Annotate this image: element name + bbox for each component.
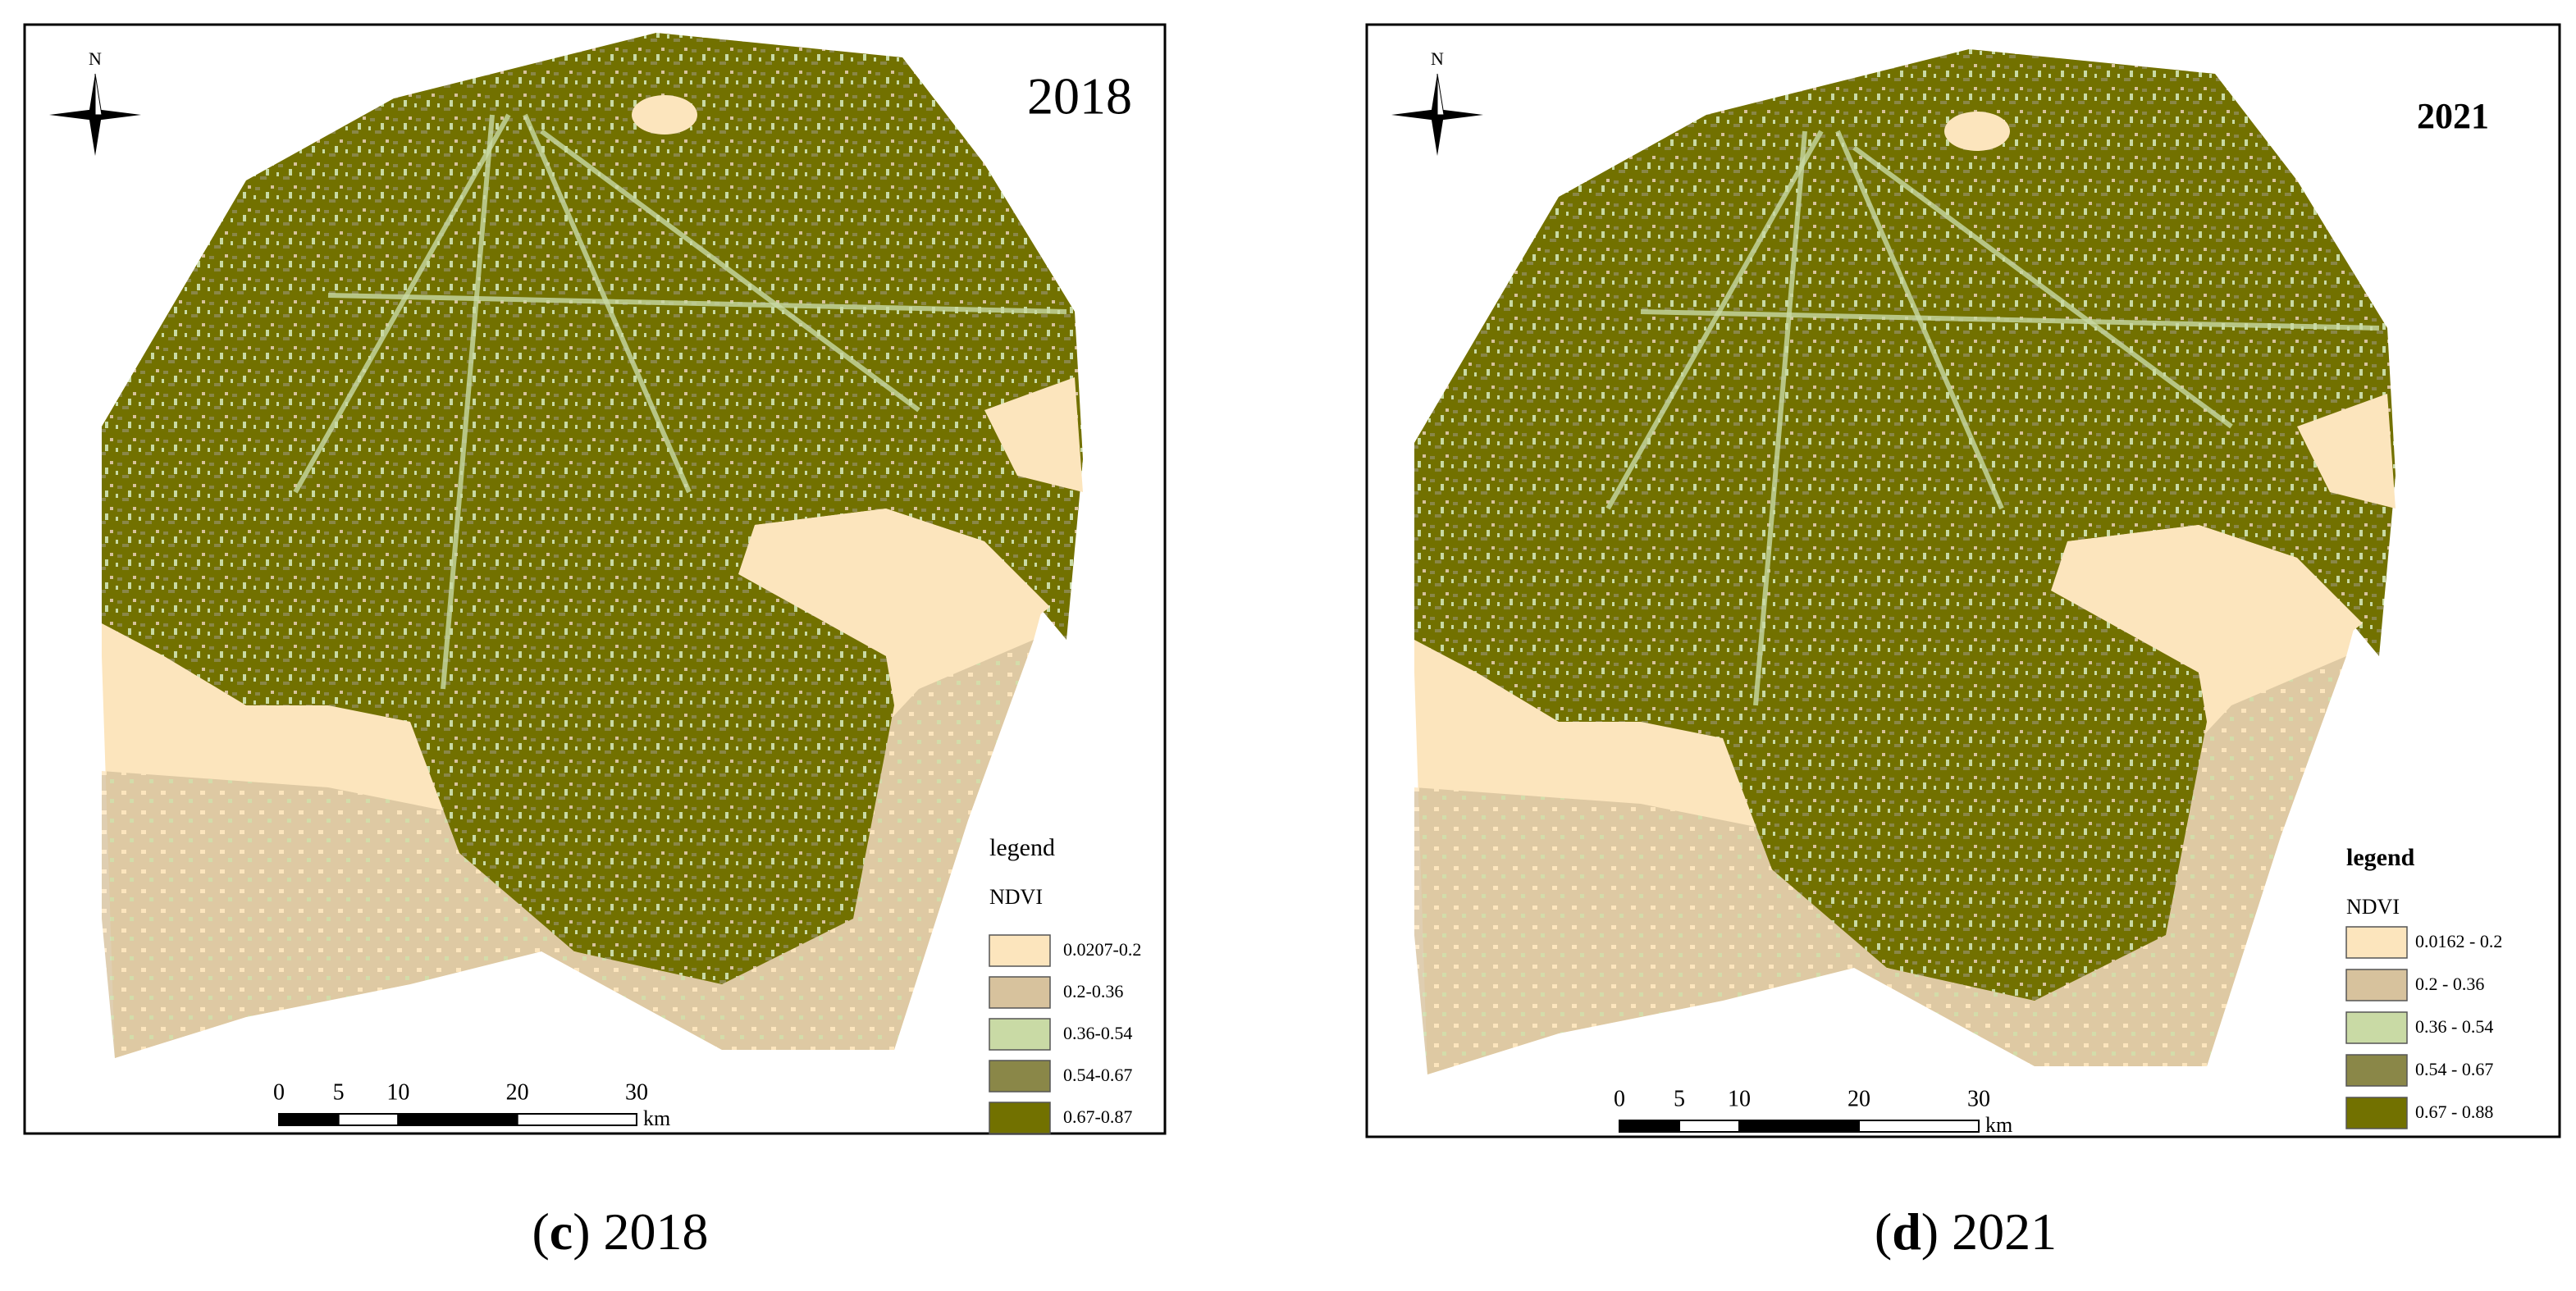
legend-title: legend [989, 834, 1055, 861]
scale-tick-label: 0 [273, 1079, 285, 1105]
legend-label: 0.0207-0.2 [1063, 939, 1141, 960]
bare-soil-area [102, 640, 1034, 1058]
legend-swatch [989, 1018, 1051, 1051]
river [293, 113, 511, 494]
legend-label: 0.54 - 0.67 [2415, 1059, 2493, 1079]
legend-label: 0.0162 - 0.2 [2415, 931, 2502, 951]
scale-tick-label: 5 [333, 1079, 345, 1105]
legend-swatch [2345, 926, 2408, 959]
map [1414, 49, 2396, 1074]
vegetation-area [102, 33, 1083, 984]
scale-segment [1619, 1120, 1680, 1133]
scale-segment [278, 1113, 340, 1126]
scale-tick-label: 5 [1674, 1086, 1685, 1111]
legend-label: 0.36-0.54 [1063, 1023, 1132, 1043]
scale-tick-label: 0 [1614, 1086, 1625, 1111]
caption: (c) 2018 [532, 1202, 708, 1261]
river [540, 129, 920, 413]
legend-swatch [2345, 1097, 2408, 1129]
scale-tick-label: 10 [386, 1079, 409, 1105]
scale-segment [1738, 1120, 1860, 1133]
river [327, 293, 1067, 314]
scale-unit: km [643, 1106, 670, 1130]
scale-tick-label: 20 [1848, 1086, 1870, 1111]
scale-unit: km [1985, 1113, 2012, 1137]
legend-subtitle: NDVI [989, 885, 1043, 909]
river [1852, 145, 2233, 429]
legend-label: 0.2 - 0.36 [2415, 974, 2484, 994]
panel: N 2018 legend NDVI 0.0207-0.2 0.2-0.36 0.36-0.… [23, 23, 1167, 1261]
scale-tick-label: 20 [506, 1079, 529, 1105]
caption-part: c [550, 1202, 573, 1261]
map-title: 2018 [1027, 67, 1132, 125]
legend-swatch [989, 934, 1051, 967]
caption-part: ( [532, 1202, 549, 1261]
vegetation-area [1414, 49, 2396, 1001]
pond [1944, 112, 2010, 151]
legend-label: 0.36 - 0.54 [2415, 1016, 2493, 1037]
caption-part: ( [1875, 1202, 1892, 1261]
scale-segment [397, 1113, 518, 1126]
scale-tick-label: 30 [1967, 1086, 1990, 1111]
map-title: 2021 [2417, 96, 2489, 136]
panel: N 2021 legend NDVI 0.0162 - 0.2 0.2 - 0.36 0.3… [1365, 23, 2561, 1261]
caption-part: ) 2021 [1921, 1202, 2057, 1261]
scale-segment [337, 1113, 400, 1126]
scale-tick-label: 30 [625, 1079, 648, 1105]
caption-part: d [1892, 1202, 1921, 1261]
legend-swatch [2345, 1011, 2408, 1044]
legend-subtitle: NDVI [2346, 895, 2400, 919]
river [1640, 309, 2380, 331]
legend-swatch [2345, 969, 2408, 1001]
map [102, 33, 1083, 1058]
north-arrow [1436, 73, 1445, 116]
bare-soil-area [1414, 656, 2346, 1074]
caption: (d) 2021 [1875, 1202, 2057, 1261]
caption-part: ) 2018 [573, 1202, 708, 1261]
legend-swatch [2345, 1054, 2408, 1087]
clearing [2297, 394, 2396, 509]
scale-segment [1858, 1120, 1980, 1133]
legend-label: 0.67 - 0.88 [2415, 1102, 2493, 1122]
pond [632, 95, 697, 135]
scale-segment [1679, 1120, 1740, 1133]
north-label: N [89, 48, 102, 69]
north-label: N [1431, 48, 1444, 69]
legend-swatch [989, 1060, 1051, 1093]
legend-label: 0.2-0.36 [1063, 981, 1123, 1001]
north-arrow [94, 73, 103, 116]
legend-swatch [989, 976, 1051, 1009]
scale-tick-label: 10 [1728, 1086, 1751, 1111]
clearing [984, 377, 1083, 492]
legend-title: legend [2346, 844, 2415, 871]
river [441, 114, 495, 690]
clearing [2067, 525, 2363, 673]
river [1605, 130, 1824, 510]
legend-swatch [989, 1102, 1051, 1134]
scale-segment [516, 1113, 638, 1126]
river [1753, 130, 1807, 706]
legend-label: 0.54-0.67 [1063, 1065, 1132, 1085]
legend-label: 0.67-0.87 [1063, 1106, 1132, 1127]
clearing [755, 509, 1050, 656]
